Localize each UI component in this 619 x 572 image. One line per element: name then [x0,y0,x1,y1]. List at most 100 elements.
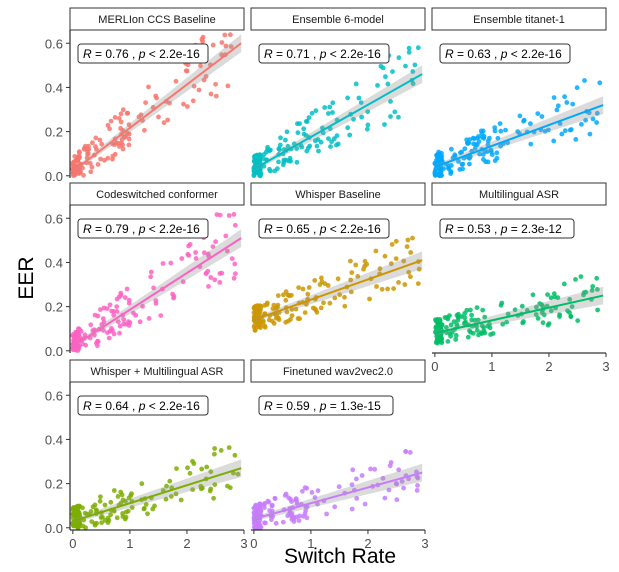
scatter-point [302,310,308,315]
scatter-point [555,103,561,109]
scatter-point [225,483,230,489]
scatter-point [488,332,493,337]
scatter-point [265,498,271,504]
scatter-point [76,326,81,331]
scatter-point [449,330,455,335]
scatter-point [180,279,186,285]
scatter-point [492,128,498,134]
scatter-point [382,495,388,501]
scatter-point [281,157,287,163]
scatter-point [467,155,472,161]
x-tick-label: 1 [307,536,314,551]
scatter-point [281,292,286,298]
scatter-point [108,118,114,124]
scatter-point [210,42,216,48]
scatter-point [555,295,561,301]
scatter-point [263,520,268,526]
scatter-point [535,111,541,116]
scatter-point [123,509,129,515]
scatter-point [410,81,416,87]
fit-line [434,294,604,335]
scatter-point [488,149,494,154]
scatter-point [145,511,150,517]
facet-title: Ensemble 6-model [292,14,384,26]
y-tick-label: 0.0 [45,169,63,184]
scatter-point [118,125,123,131]
scatter-point [574,85,580,91]
scatter-point [114,296,120,302]
scatter-point [168,260,174,266]
scatter-point [434,337,440,343]
scatter-point [393,256,399,261]
scatter-point [498,128,504,134]
scatter-point [380,475,386,481]
scatter-point [179,256,185,261]
scatter-point [445,163,451,169]
scatter-point [445,339,451,344]
scatter-point [233,222,238,228]
scatter-point [415,483,420,488]
scatter-point [76,343,82,349]
scatter-point [108,499,114,505]
x-axis-title: Switch Rate [284,545,396,568]
scatter-point [75,155,81,161]
scatter-point [448,333,453,339]
scatter-point [372,466,378,472]
scatter-point [375,83,380,88]
scatter-point [463,319,468,325]
scatter-point [269,508,275,514]
scatter-point [487,135,492,141]
scatter-point [119,492,125,498]
facet-strip [250,182,426,206]
scatter-point [97,137,103,143]
scatter-point [367,296,372,302]
scatter-point [306,115,312,120]
scatter-point [183,68,189,74]
scatter-point [503,127,508,133]
scatter-point [105,330,110,335]
scatter-point [201,250,207,256]
scatter-point [95,162,101,167]
scatter-point [406,269,412,275]
scatter-point [539,114,545,119]
scatter-point [120,497,126,503]
scatter-point [120,142,125,148]
scatter-point [260,318,266,324]
y-tick-label: 0.6 [45,388,63,403]
scatter-point [487,321,492,327]
scatter-point [118,290,124,296]
scatter-point [165,117,171,123]
scatter-point [414,488,420,493]
scatter-point [254,524,259,529]
scatter-point [203,271,209,276]
scatter-point [205,251,211,257]
scatter-point [219,40,225,45]
scatter-point [167,478,173,484]
scatter-point [328,144,333,150]
scatter-point [285,513,291,519]
scatter-point [469,312,474,318]
scatter-point [349,506,355,512]
scatter-point [458,150,463,156]
scatter-point [114,515,120,521]
scatter-point [212,451,217,457]
scatter-point [351,116,356,122]
scatter-point [288,496,293,502]
scatter-point [212,446,218,451]
scatter-point [477,151,482,157]
scatter-point [218,448,224,453]
scatter-point [327,300,333,306]
scatter-point [312,278,318,283]
scatter-point [92,521,98,526]
scatter-point [545,322,551,328]
x-tick-label: 3 [240,536,247,551]
scatter-point [582,78,587,83]
scatter-point [123,514,129,520]
scatter-point [212,277,218,283]
scatter-point [295,121,300,127]
stat-label-box [439,218,575,239]
facet-title: Finetuned wav2vec2.0 [283,366,393,378]
scatter-point [294,146,300,151]
scatter-point [265,147,270,153]
y-tick-label: 0.4 [45,255,63,270]
